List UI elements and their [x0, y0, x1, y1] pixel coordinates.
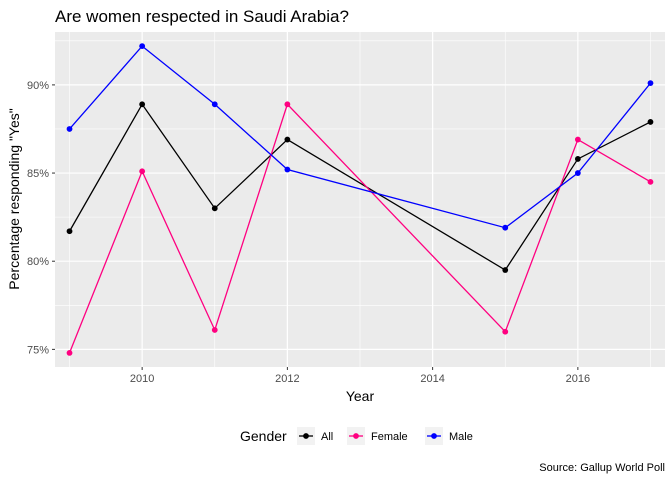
- data-point-male: [139, 43, 146, 50]
- data-point-all: [574, 156, 581, 162]
- data-point-all: [66, 228, 73, 235]
- data-point-female: [574, 136, 581, 143]
- y-tick-label: 85%: [27, 168, 49, 180]
- data-point-all: [647, 119, 654, 125]
- data-point-all: [211, 205, 218, 212]
- data-point-all: [139, 101, 146, 108]
- data-point-female: [66, 349, 73, 356]
- legend-label-female: Female: [371, 431, 408, 443]
- x-tick-label: 2010: [130, 373, 154, 385]
- x-axis: 2010 2012 2014 2016: [130, 367, 590, 385]
- legend-label-all: All: [321, 431, 333, 443]
- legend-key-point-male: [431, 433, 437, 439]
- data-point-female: [139, 168, 146, 175]
- y-axis-label: Percentage responding "Yes": [6, 108, 22, 289]
- data-point-female: [502, 328, 509, 335]
- data-point-male: [211, 101, 218, 108]
- data-point-female: [284, 101, 291, 108]
- legend-label-male: Male: [449, 431, 473, 443]
- legend-key-point-female: [353, 433, 359, 439]
- grid-minor: [55, 32, 665, 367]
- data-point-all: [284, 136, 291, 143]
- series-points: [66, 43, 654, 356]
- data-point-male: [66, 126, 73, 132]
- x-axis-label: Year: [346, 388, 375, 404]
- data-point-female: [211, 327, 218, 333]
- chart-title: Are women respected in Saudi Arabia?: [55, 7, 349, 26]
- data-point-male: [284, 166, 291, 173]
- data-point-male: [502, 224, 509, 231]
- legend-key-point-all: [303, 433, 309, 439]
- legend-title: Gender: [240, 428, 287, 444]
- y-tick-label: 90%: [27, 80, 49, 92]
- y-tick-label: 80%: [27, 256, 49, 268]
- legend: Gender All Female Male: [240, 427, 473, 445]
- data-point-male: [574, 170, 581, 176]
- grid-major: [55, 32, 665, 367]
- data-point-male: [647, 80, 654, 87]
- y-tick-label: 75%: [27, 344, 49, 356]
- y-axis: 75% 80% 85% 90%: [27, 80, 55, 356]
- data-point-all: [502, 267, 509, 273]
- x-tick-label: 2012: [275, 373, 299, 385]
- data-point-female: [647, 178, 654, 185]
- caption: Source: Gallup World Poll: [539, 462, 665, 474]
- x-tick-label: 2014: [420, 373, 444, 385]
- x-tick-label: 2016: [566, 373, 590, 385]
